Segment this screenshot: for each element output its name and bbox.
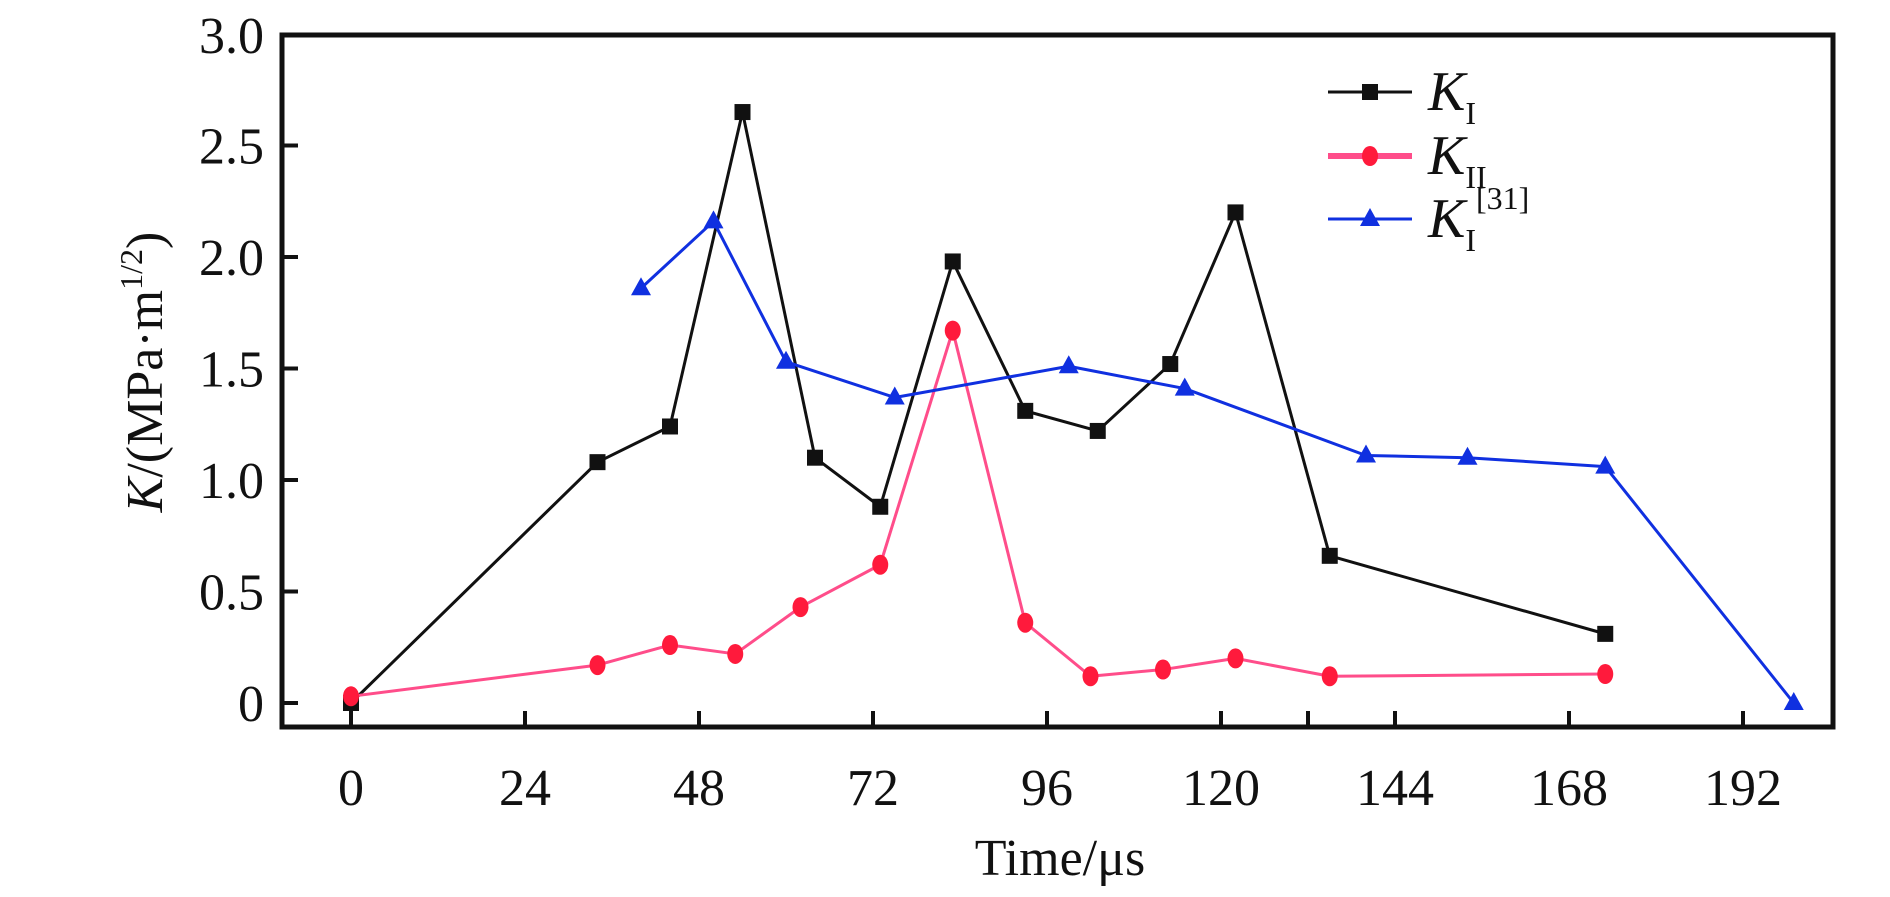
x-tick-label: 168 <box>1530 760 1608 817</box>
data-point <box>1783 692 1804 710</box>
series-layer <box>343 104 1804 711</box>
data-point <box>1457 446 1478 465</box>
legend-swatch-marker <box>1362 84 1378 100</box>
legend-label: KI[31] <box>1427 180 1529 258</box>
y-axis-title-unit: /(MPa·m <box>117 290 174 478</box>
series-k-i-31- <box>631 210 1804 710</box>
data-point <box>734 104 751 121</box>
y-axis-title-close: ) <box>117 232 174 249</box>
legend-label-superscript: [31] <box>1476 180 1529 216</box>
data-point <box>727 643 744 664</box>
y-tick-label: 1.0 <box>199 453 264 510</box>
data-point <box>1597 625 1614 642</box>
legend-label-symbol: K <box>1427 188 1468 250</box>
y-tick-label: 0 <box>238 676 264 733</box>
data-point <box>884 386 905 405</box>
data-point <box>1089 422 1106 439</box>
data-point <box>1321 547 1338 564</box>
data-point <box>1162 356 1179 373</box>
data-point <box>1321 666 1338 687</box>
data-point <box>944 253 961 270</box>
legend-swatch-marker <box>1360 208 1380 226</box>
series-k-i <box>343 104 1614 711</box>
data-point <box>872 554 889 575</box>
data-point <box>1597 664 1614 685</box>
x-tick-label: 144 <box>1356 760 1434 817</box>
series-line <box>349 110 1606 705</box>
y-tick-label: 1.5 <box>199 342 264 399</box>
data-point <box>1595 455 1616 474</box>
x-tick-label: 96 <box>1021 760 1073 817</box>
data-point <box>807 449 823 466</box>
y-tick-label: 0.5 <box>199 565 264 622</box>
x-axis-title: Time/μs <box>975 830 1145 887</box>
data-point <box>589 454 606 471</box>
legend-item: KI[31] <box>1328 180 1529 258</box>
data-point <box>776 350 796 369</box>
x-tick-label: 72 <box>847 760 899 817</box>
data-point <box>1356 444 1376 463</box>
data-point <box>343 686 359 707</box>
data-point <box>662 635 678 656</box>
data-point <box>792 597 809 618</box>
x-tick-label: 0 <box>338 760 364 817</box>
data-point <box>944 320 961 341</box>
x-tick-label: 24 <box>499 760 551 817</box>
data-point <box>1174 377 1195 396</box>
y-axis-title: K/(MPa·m1/2) <box>113 232 174 514</box>
data-point <box>1058 355 1079 374</box>
series-line <box>350 329 1606 698</box>
series-line <box>639 219 1795 704</box>
plot-frame <box>279 32 1836 730</box>
data-point <box>1017 612 1034 633</box>
axis-ticks: 0 24 48 72 96 120 144 168 192 0 0.5 1.0 1.5 2.0 2.5 3.0 <box>199 8 1782 817</box>
data-point <box>1227 204 1244 221</box>
y-tick-label: 2.0 <box>199 230 264 287</box>
x-tick-label: 48 <box>673 760 725 817</box>
legend-label: KII <box>1427 125 1487 195</box>
data-point <box>872 498 889 515</box>
y-axis-title-symbol: K <box>117 475 174 513</box>
legend-label-symbol: K <box>1427 61 1468 123</box>
y-axis-title-exponent: 1/2 <box>113 249 149 290</box>
data-point <box>703 210 724 229</box>
data-point <box>589 655 606 676</box>
x-tick-label: 120 <box>1182 760 1260 817</box>
legend-item: KI <box>1328 61 1476 131</box>
data-point <box>1227 648 1244 669</box>
legend-label-subscript: II <box>1465 159 1486 195</box>
legend-label: KI <box>1427 61 1476 131</box>
legend-label-subscript: I <box>1465 222 1476 258</box>
legend-label-symbol: K <box>1427 125 1468 187</box>
x-tick-label: 192 <box>1704 760 1782 817</box>
legend-label-subscript: I <box>1465 95 1476 131</box>
plot-border <box>279 32 1836 730</box>
data-point <box>1082 666 1099 687</box>
legend-item: KII <box>1328 125 1487 195</box>
y-tick-label: 3.0 <box>199 8 264 65</box>
y-tick-label: 2.5 <box>199 119 264 176</box>
series-k-ii <box>343 320 1614 707</box>
data-point <box>1155 659 1171 680</box>
legend-swatch-marker <box>1362 146 1378 166</box>
data-point <box>631 277 651 296</box>
data-point <box>662 418 678 435</box>
data-point <box>1017 402 1034 419</box>
